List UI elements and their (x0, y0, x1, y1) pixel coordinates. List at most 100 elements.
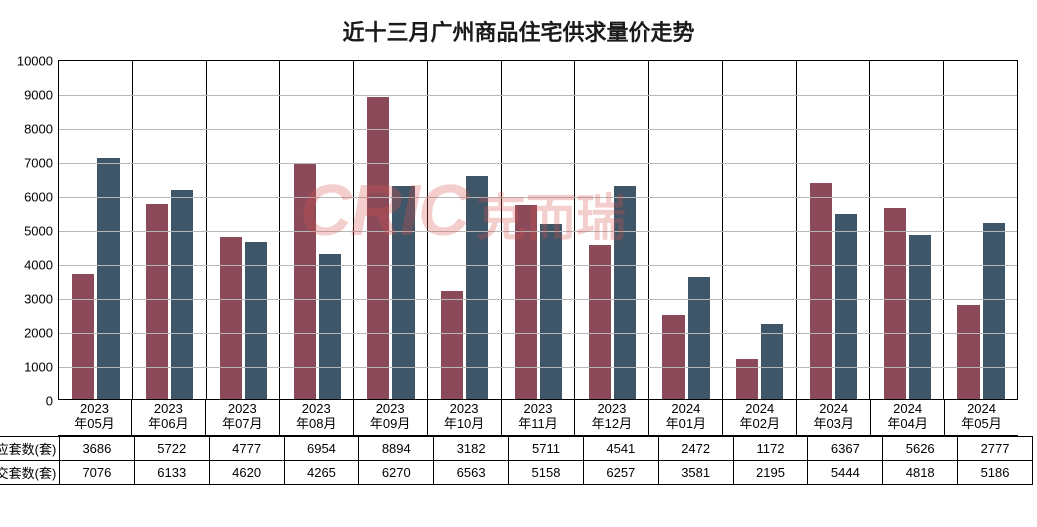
gridline (59, 95, 1017, 96)
category-slot (649, 61, 723, 399)
bar-supply (589, 245, 611, 399)
gridline (59, 367, 1017, 368)
series-header: 供应套数(套) (0, 437, 60, 461)
gridline (59, 231, 1017, 232)
bar-deal (319, 254, 341, 399)
table-cell: 5722 (134, 437, 209, 461)
bar-supply (957, 305, 979, 399)
table-cell: 6367 (808, 437, 883, 461)
plot-area: 0100020003000400050006000700080009000100… (58, 60, 1018, 400)
gridline (59, 265, 1017, 266)
ytick-label: 6000 (24, 190, 53, 205)
category-slot (870, 61, 944, 399)
chart-title: 近十三月广州商品住宅供求量价走势 (0, 15, 1037, 47)
category-slot (575, 61, 649, 399)
category-slot (207, 61, 281, 399)
table-cell: 3182 (434, 437, 509, 461)
xtick-label: 2023年11月 (502, 400, 576, 436)
ytick-label: 5000 (24, 224, 53, 239)
table-cell: 8894 (359, 437, 434, 461)
table-cell: 4777 (209, 437, 284, 461)
table-cell: 3581 (658, 461, 733, 485)
table-cell: 6563 (434, 461, 509, 485)
data-table: 供应套数(套)368657224777695488943182571145412… (0, 436, 1033, 485)
category-slot (133, 61, 207, 399)
gridline (59, 129, 1017, 130)
table-cell: 2777 (958, 437, 1033, 461)
bar-supply (146, 204, 168, 399)
ytick-label: 2000 (24, 326, 53, 341)
bar-supply (220, 237, 242, 399)
bar-deal (540, 224, 562, 399)
ytick-label: 4000 (24, 258, 53, 273)
gridline (59, 197, 1017, 198)
category-slot (502, 61, 576, 399)
ytick-label: 7000 (24, 156, 53, 171)
table-cell: 4265 (284, 461, 359, 485)
table-cell: 2195 (733, 461, 808, 485)
category-slot (59, 61, 133, 399)
category-slot (723, 61, 797, 399)
bar-supply (441, 291, 463, 399)
chart-container: 近十三月广州商品住宅供求量价走势 01000200030004000500060… (0, 0, 1037, 527)
bar-supply (736, 359, 758, 399)
ytick-label: 8000 (24, 122, 53, 137)
series-name: 成交套数(套) (0, 463, 56, 482)
category-slot (944, 61, 1017, 399)
table-row: 成交套数(套)707661334620426562706563515862573… (0, 461, 1032, 485)
xtick-label: 2023年09月 (354, 400, 428, 436)
gridline (59, 333, 1017, 334)
xtick-label: 2023年12月 (575, 400, 649, 436)
bar-supply (367, 97, 389, 399)
table-cell: 7076 (60, 461, 135, 485)
xtick-label: 2023年10月 (428, 400, 502, 436)
table-cell: 6270 (359, 461, 434, 485)
table-cell: 4620 (209, 461, 284, 485)
table-row: 供应套数(套)368657224777695488943182571145412… (0, 437, 1032, 461)
category-slot (428, 61, 502, 399)
bar-supply (72, 274, 94, 399)
series-name: 供应套数(套) (0, 439, 56, 458)
bar-deal (761, 324, 783, 399)
ytick-label: 3000 (24, 292, 53, 307)
bar-supply (662, 315, 684, 399)
series-header: 成交套数(套) (0, 461, 60, 485)
bar-deal (983, 223, 1005, 399)
bar-deal (466, 176, 488, 399)
table-cell: 2472 (658, 437, 733, 461)
gridline (59, 299, 1017, 300)
ytick-label: 1000 (24, 360, 53, 375)
x-axis-labels: 2023年05月2023年06月2023年07月2023年08月2023年09月… (58, 400, 1018, 436)
table-cell: 3686 (60, 437, 135, 461)
xtick-label: 2023年05月 (58, 400, 132, 436)
bar-deal (909, 235, 931, 399)
table-cell: 5711 (509, 437, 584, 461)
table-cell: 6257 (583, 461, 658, 485)
xtick-label: 2024年03月 (797, 400, 871, 436)
table-cell: 5626 (883, 437, 958, 461)
table-cell: 1172 (733, 437, 808, 461)
xtick-label: 2023年06月 (132, 400, 206, 436)
bar-supply (884, 208, 906, 399)
table-cell: 4541 (583, 437, 658, 461)
table-cell: 5186 (958, 461, 1033, 485)
bar-deal (835, 214, 857, 399)
xtick-label: 2024年01月 (649, 400, 723, 436)
xtick-label: 2024年02月 (723, 400, 797, 436)
table-cell: 5444 (808, 461, 883, 485)
table-cell: 6954 (284, 437, 359, 461)
ytick-label: 10000 (17, 54, 53, 69)
gridline (59, 163, 1017, 164)
bar-deal (97, 158, 119, 399)
table-cell: 4818 (883, 461, 958, 485)
ytick-label: 0 (46, 394, 53, 409)
ytick-label: 9000 (24, 88, 53, 103)
bar-supply (515, 205, 537, 399)
xtick-label: 2023年08月 (280, 400, 354, 436)
category-slot (797, 61, 871, 399)
bar-deal (688, 277, 710, 399)
table-cell: 5158 (509, 461, 584, 485)
category-slot (280, 61, 354, 399)
xtick-label: 2024年04月 (871, 400, 945, 436)
category-slot (354, 61, 428, 399)
